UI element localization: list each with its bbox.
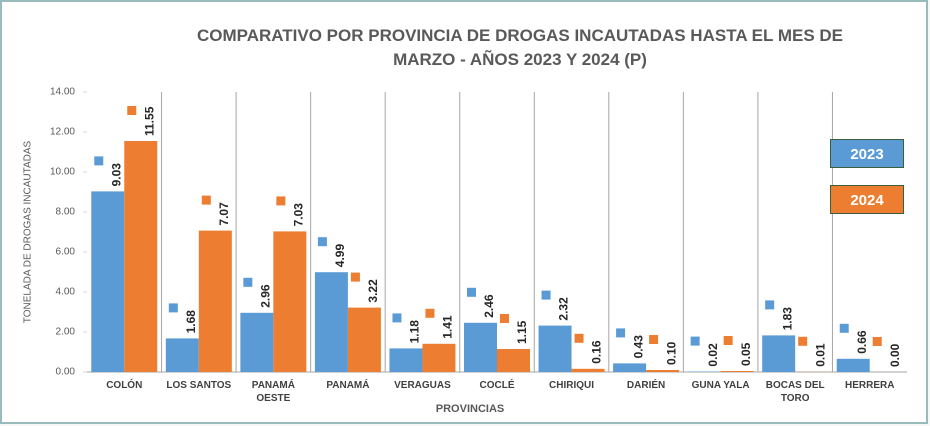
bar [538,325,572,372]
label-marker [276,196,286,206]
value-label: 9.03 [109,163,123,187]
label-marker [350,272,360,282]
bar [165,338,199,372]
value-label: 7.07 [217,202,231,226]
x-tick-label: CHIRIQUI [549,380,595,391]
label-marker [500,314,509,323]
value-label: 1.18 [408,320,422,344]
bar [198,230,232,372]
value-label: 2.46 [482,294,496,318]
y-tick-label: 12.00 [50,127,75,138]
bar [836,358,870,372]
bar [646,370,680,372]
label-marker [168,303,178,313]
bar [720,371,754,372]
x-tick-label: COLÓN [106,380,143,391]
label-marker [616,328,626,338]
bar [91,191,125,372]
value-label: 0.00 [888,343,902,367]
label-marker [201,195,211,205]
label-marker [839,323,849,333]
value-label: 1.41 [441,315,455,339]
y-tick-label: 0.00 [56,367,76,378]
chart-title: COMPARATIVO POR PROVINCIA DE DROGAS INCA… [196,26,844,69]
label-marker [94,156,104,166]
y-tick-label: 6.00 [56,247,76,258]
y-tick-label: 14.00 [50,87,75,98]
value-label: 0.16 [590,340,604,364]
value-label: 3.22 [366,279,380,303]
bar [389,348,423,372]
x-tick-label: COCLÉ [479,380,515,391]
bar [464,322,497,372]
bar [124,141,158,372]
value-label: 0.02 [706,343,720,367]
value-label: 7.03 [292,203,306,227]
bar [314,272,348,372]
label-marker [765,300,775,310]
value-label: 11.55 [142,106,156,136]
bar [347,307,381,372]
x-tick-label: VERAGUAS [394,380,451,391]
value-label: 2.32 [557,297,571,321]
x-tick-label: PANAMÁ [326,380,370,391]
x-tick-label: PANAMÁ OESTE [251,380,295,404]
value-label: 2.96 [259,284,273,308]
value-label: 0.10 [664,341,678,365]
value-label: 0.43 [631,335,645,359]
y-tick-label: 2.00 [56,327,76,338]
value-label: 0.05 [739,342,753,366]
label-marker [690,336,700,346]
legend-entry: 2024 [830,185,904,214]
x-tick-label: BOCAS DEL TORO [765,380,825,404]
value-label: 0.01 [813,343,827,367]
bar [422,343,456,372]
y-tick-label: 4.00 [56,287,76,298]
label-marker [127,106,137,115]
label-marker [798,336,808,346]
x-axis-label: PROVINCIAS [435,403,505,415]
bar [571,368,605,372]
label-marker [541,290,551,300]
x-tick-label: LOS SANTOS [166,380,232,391]
value-label: 4.99 [333,244,347,268]
label-marker [425,308,435,318]
value-label: 1.15 [515,320,529,344]
x-tick-label: DARIÉN [626,380,666,391]
legend-entry: 2023 [830,139,904,168]
x-tick-label: HERRERA [844,380,895,391]
label-marker [392,313,402,323]
value-label: 0.66 [855,330,869,354]
y-axis-label: TONELADA DE DROGAS INCAUTADAS [23,140,34,323]
value-label: 1.83 [780,307,794,331]
y-tick-label: 8.00 [56,207,76,218]
bar [240,312,274,372]
x-tick-label: GUNA YALA [691,380,750,391]
label-marker [317,237,327,247]
bar [613,363,647,372]
label-marker [723,336,733,345]
value-label: 1.68 [184,310,198,334]
bar [497,349,530,372]
label-marker [872,337,882,346]
label-marker [467,287,476,297]
bar [762,335,796,372]
bar [273,231,307,372]
label-marker [649,335,659,344]
label-marker [574,333,584,343]
label-marker [243,277,253,287]
y-tick-label: 10.00 [50,167,75,178]
